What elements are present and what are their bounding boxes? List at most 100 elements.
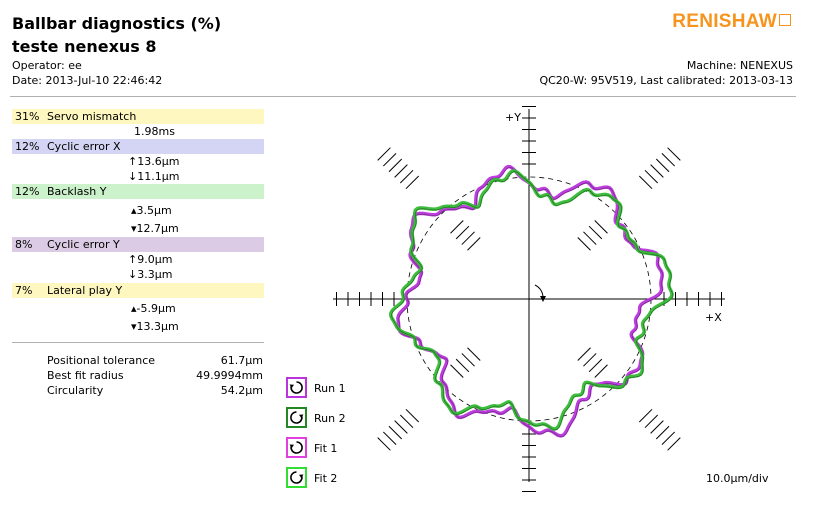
diagonal-tick bbox=[394, 164, 408, 178]
diag-percent: 12% bbox=[15, 185, 40, 198]
counterclockwise-arrow-icon bbox=[290, 471, 304, 484]
operator-label: Operator: ee bbox=[12, 59, 82, 72]
diagonal-tick bbox=[377, 437, 391, 451]
diag-percent: 7% bbox=[15, 284, 33, 297]
legend-fit1-label: Fit 1 bbox=[314, 442, 338, 455]
diag-servo-mismatch: 31% Servo mismatch bbox=[12, 109, 264, 124]
calibration-label: QC20-W: 95V519, Last calibrated: 2013-03… bbox=[539, 74, 793, 87]
diagonal-tick bbox=[661, 431, 676, 446]
diag-name: Lateral play Y bbox=[47, 284, 123, 297]
counterclockwise-arrow-icon bbox=[290, 411, 304, 424]
diagonal-tick bbox=[655, 425, 670, 440]
stat-label: Best fit radius bbox=[47, 369, 124, 382]
diagonal-tick bbox=[588, 358, 603, 373]
diagonal-tick bbox=[667, 437, 681, 451]
diag-lateral-play-y: 7% Lateral play Y bbox=[12, 283, 264, 298]
diagonal-tick bbox=[594, 220, 608, 234]
clockwise-arrow-icon bbox=[289, 441, 303, 454]
diag-percent: 8% bbox=[15, 238, 33, 251]
diagonal-tick bbox=[382, 431, 397, 446]
diag-backlash-y: 12% Backlash Y bbox=[12, 184, 264, 199]
series-fit-line bbox=[398, 167, 664, 438]
diag-cyclic-error-y: 8% Cyclic error Y bbox=[12, 237, 264, 252]
diag-percent: 12% bbox=[15, 140, 40, 153]
fit2-legend-icon[interactable] bbox=[286, 467, 307, 488]
diagonal-tick bbox=[650, 420, 664, 434]
rotation-arc bbox=[534, 284, 544, 298]
diag-value: ↓3.3µm bbox=[128, 268, 173, 281]
reference-circle bbox=[406, 176, 652, 422]
diagonal-tick bbox=[644, 169, 659, 184]
legend-fit2-label: Fit 2 bbox=[314, 472, 338, 485]
diagonal-tick bbox=[467, 347, 481, 361]
logo-mark-icon bbox=[779, 14, 791, 26]
x-axis-label: +X bbox=[705, 311, 722, 324]
stat-label: Circularity bbox=[47, 384, 104, 397]
diagonal-tick bbox=[399, 414, 414, 429]
diagonal-tick bbox=[450, 220, 464, 234]
stat-value: 54.2µm bbox=[220, 384, 263, 397]
diag-value: ▴3.5µm bbox=[131, 204, 172, 217]
diagonal-tick bbox=[583, 231, 597, 245]
diagonal-tick bbox=[450, 364, 464, 378]
scale-label: 10.0µm/div bbox=[706, 472, 769, 485]
diagonal-tick bbox=[455, 225, 470, 240]
diagonal-tick bbox=[644, 414, 659, 429]
diagonal-tick bbox=[377, 147, 391, 161]
machine-label: Machine: NENEXUS bbox=[686, 59, 793, 72]
y-axis-label: +Y bbox=[505, 111, 521, 124]
diagonal-tick bbox=[577, 347, 591, 361]
diag-name: Servo mismatch bbox=[47, 110, 137, 123]
stat-value: 61.7µm bbox=[220, 354, 263, 367]
run1-legend-icon[interactable] bbox=[286, 377, 307, 398]
diagonal-tick bbox=[461, 231, 475, 245]
diagonal-tick bbox=[388, 425, 403, 440]
diagonal-tick bbox=[388, 158, 403, 173]
stat-value: 49.9994mm bbox=[196, 369, 263, 382]
diag-value: ▴-5.9µm bbox=[131, 302, 176, 315]
clockwise-arrow-icon bbox=[289, 381, 303, 394]
stats-divider bbox=[12, 342, 264, 343]
diagonal-tick bbox=[594, 364, 608, 378]
diag-name: Backlash Y bbox=[47, 185, 107, 198]
diag-value: ↑9.0µm bbox=[128, 253, 173, 266]
series-fit-line bbox=[391, 171, 674, 431]
diag-value: 1.98ms bbox=[134, 125, 175, 138]
diagonal-tick bbox=[405, 408, 420, 423]
date-label: Date: 2013-Jul-10 22:46:42 bbox=[12, 74, 163, 87]
series-line-run-1 bbox=[396, 164, 664, 438]
diagonal-tick bbox=[461, 353, 475, 367]
fit1-legend-icon[interactable] bbox=[286, 437, 307, 458]
diagonal-tick bbox=[655, 158, 670, 173]
run2-legend-icon[interactable] bbox=[286, 407, 307, 428]
diagonal-tick bbox=[588, 225, 603, 240]
diag-value: ↑13.6µm bbox=[128, 155, 180, 168]
stat-label: Positional tolerance bbox=[47, 354, 156, 367]
series-line-run-2 bbox=[389, 169, 674, 431]
diagonal-tick bbox=[583, 353, 597, 367]
diag-name: Cyclic error X bbox=[47, 140, 121, 153]
diag-cyclic-error-x: 12% Cyclic error X bbox=[12, 139, 264, 154]
diagonal-tick bbox=[577, 237, 591, 251]
diag-value: ▾12.7µm bbox=[131, 222, 179, 235]
diagonal-tick bbox=[661, 152, 676, 167]
diagonal-tick bbox=[405, 175, 420, 190]
legend-run2-label: Run 2 bbox=[314, 412, 346, 425]
renishaw-logo: RENISHAW bbox=[672, 11, 791, 33]
diagonal-tick bbox=[382, 152, 397, 167]
rotation-arrow-icon bbox=[540, 296, 546, 302]
diagonal-tick bbox=[650, 164, 664, 178]
diagonal-tick bbox=[667, 147, 681, 161]
legend-run1-label: Run 1 bbox=[314, 382, 346, 395]
diagonal-tick bbox=[399, 169, 414, 184]
test-name: teste nenexus 8 bbox=[12, 37, 157, 56]
diagonal-tick bbox=[467, 237, 481, 251]
diagonal-tick bbox=[638, 175, 653, 190]
diag-value: ↓11.1µm bbox=[128, 170, 180, 183]
diag-name: Cyclic error Y bbox=[47, 238, 120, 251]
diag-percent: 31% bbox=[15, 110, 40, 123]
diagonal-tick bbox=[455, 358, 470, 373]
header-divider bbox=[10, 96, 796, 97]
diagonal-tick bbox=[394, 420, 408, 434]
page-title: Ballbar diagnostics (%) bbox=[12, 14, 222, 33]
